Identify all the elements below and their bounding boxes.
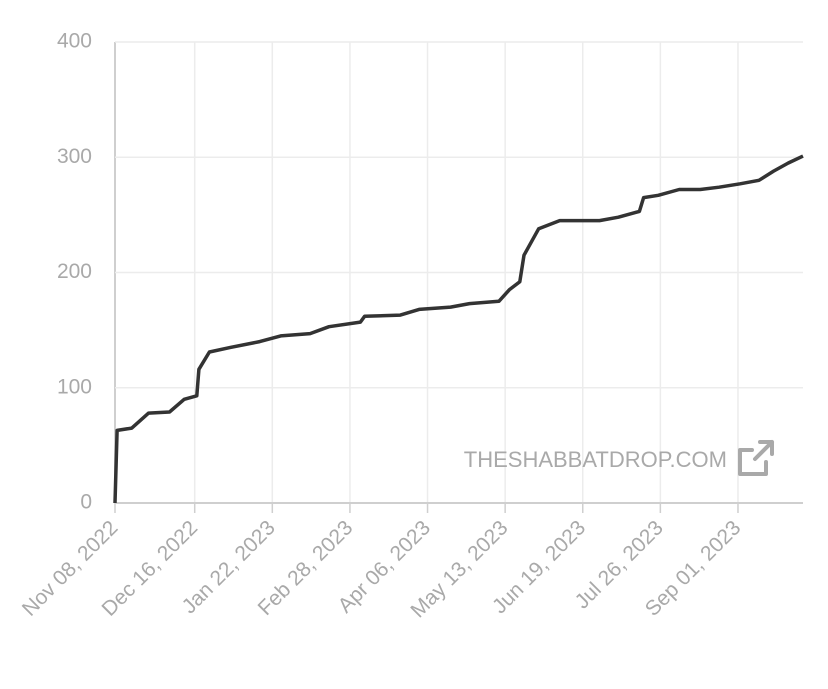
line [113, 154, 804, 504]
y-tick-label: 0 [80, 491, 92, 514]
y-tick-label: 300 [57, 145, 92, 168]
y-tick-label: 200 [57, 260, 92, 283]
external-link-icon [738, 440, 774, 476]
y-tick-label: 400 [57, 30, 92, 53]
watermark: THESHABBATDROP.COM [464, 447, 727, 472]
y-tick-label: 100 [57, 375, 92, 398]
